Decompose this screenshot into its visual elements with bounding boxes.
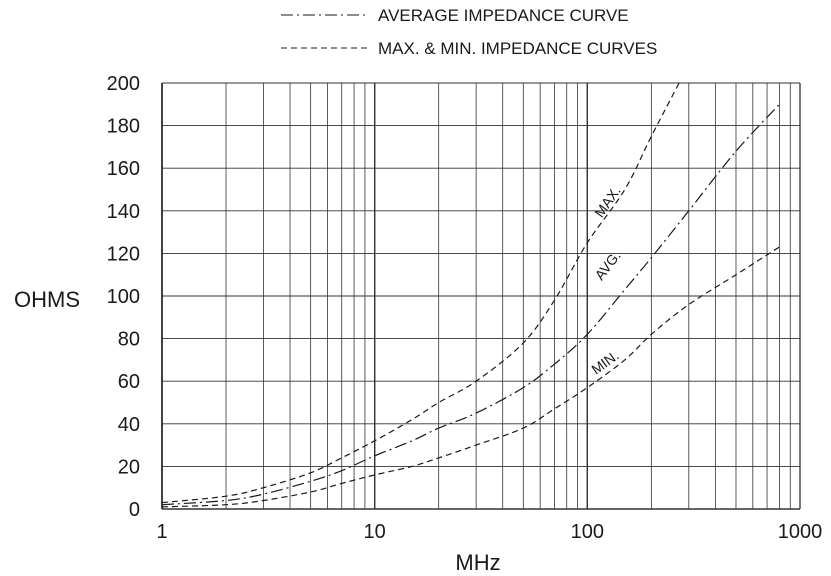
legend: AVERAGE IMPEDANCE CURVE MAX. & MIN. IMPED… bbox=[281, 6, 657, 58]
y-tick-label: 40 bbox=[118, 414, 140, 436]
x-tick-label: 100 bbox=[571, 521, 604, 543]
curve-avg bbox=[161, 103, 780, 506]
curve-max bbox=[161, 82, 680, 504]
curve-label-avg: AVG. bbox=[591, 248, 624, 283]
y-tick-label: 160 bbox=[107, 158, 140, 180]
x-tick-label: 1 bbox=[156, 521, 167, 543]
y-tick-label: 140 bbox=[107, 201, 140, 223]
y-axis-label: OHMS bbox=[14, 287, 80, 312]
tick-labels: 1 10 100 1000 0 20 40 60 80 100 120 140 160 180 200 bbox=[107, 73, 823, 543]
y-tick-label: 180 bbox=[107, 116, 140, 138]
x-tick-label: 10 bbox=[364, 521, 386, 543]
curves: MAX. AVG. MIN. bbox=[161, 82, 780, 508]
grid bbox=[161, 82, 801, 510]
y-tick-label: 120 bbox=[107, 243, 140, 265]
y-tick-label: 100 bbox=[107, 286, 140, 308]
legend-label: AVERAGE IMPEDANCE CURVE bbox=[378, 6, 629, 25]
curve-label-max: MAX. bbox=[591, 183, 624, 220]
legend-label: MAX. & MIN. IMPEDANCE CURVES bbox=[378, 39, 657, 58]
y-tick-label: 20 bbox=[118, 456, 140, 478]
x-axis-label: MHz bbox=[455, 550, 500, 575]
x-tick-label: 1000 bbox=[778, 521, 823, 543]
y-tick-label: 80 bbox=[118, 329, 140, 351]
curve-min bbox=[161, 246, 780, 508]
y-tick-label: 0 bbox=[129, 499, 140, 521]
curve-label-min: MIN. bbox=[588, 347, 621, 377]
y-tick-label: 200 bbox=[107, 73, 140, 95]
y-tick-label: 60 bbox=[118, 371, 140, 393]
